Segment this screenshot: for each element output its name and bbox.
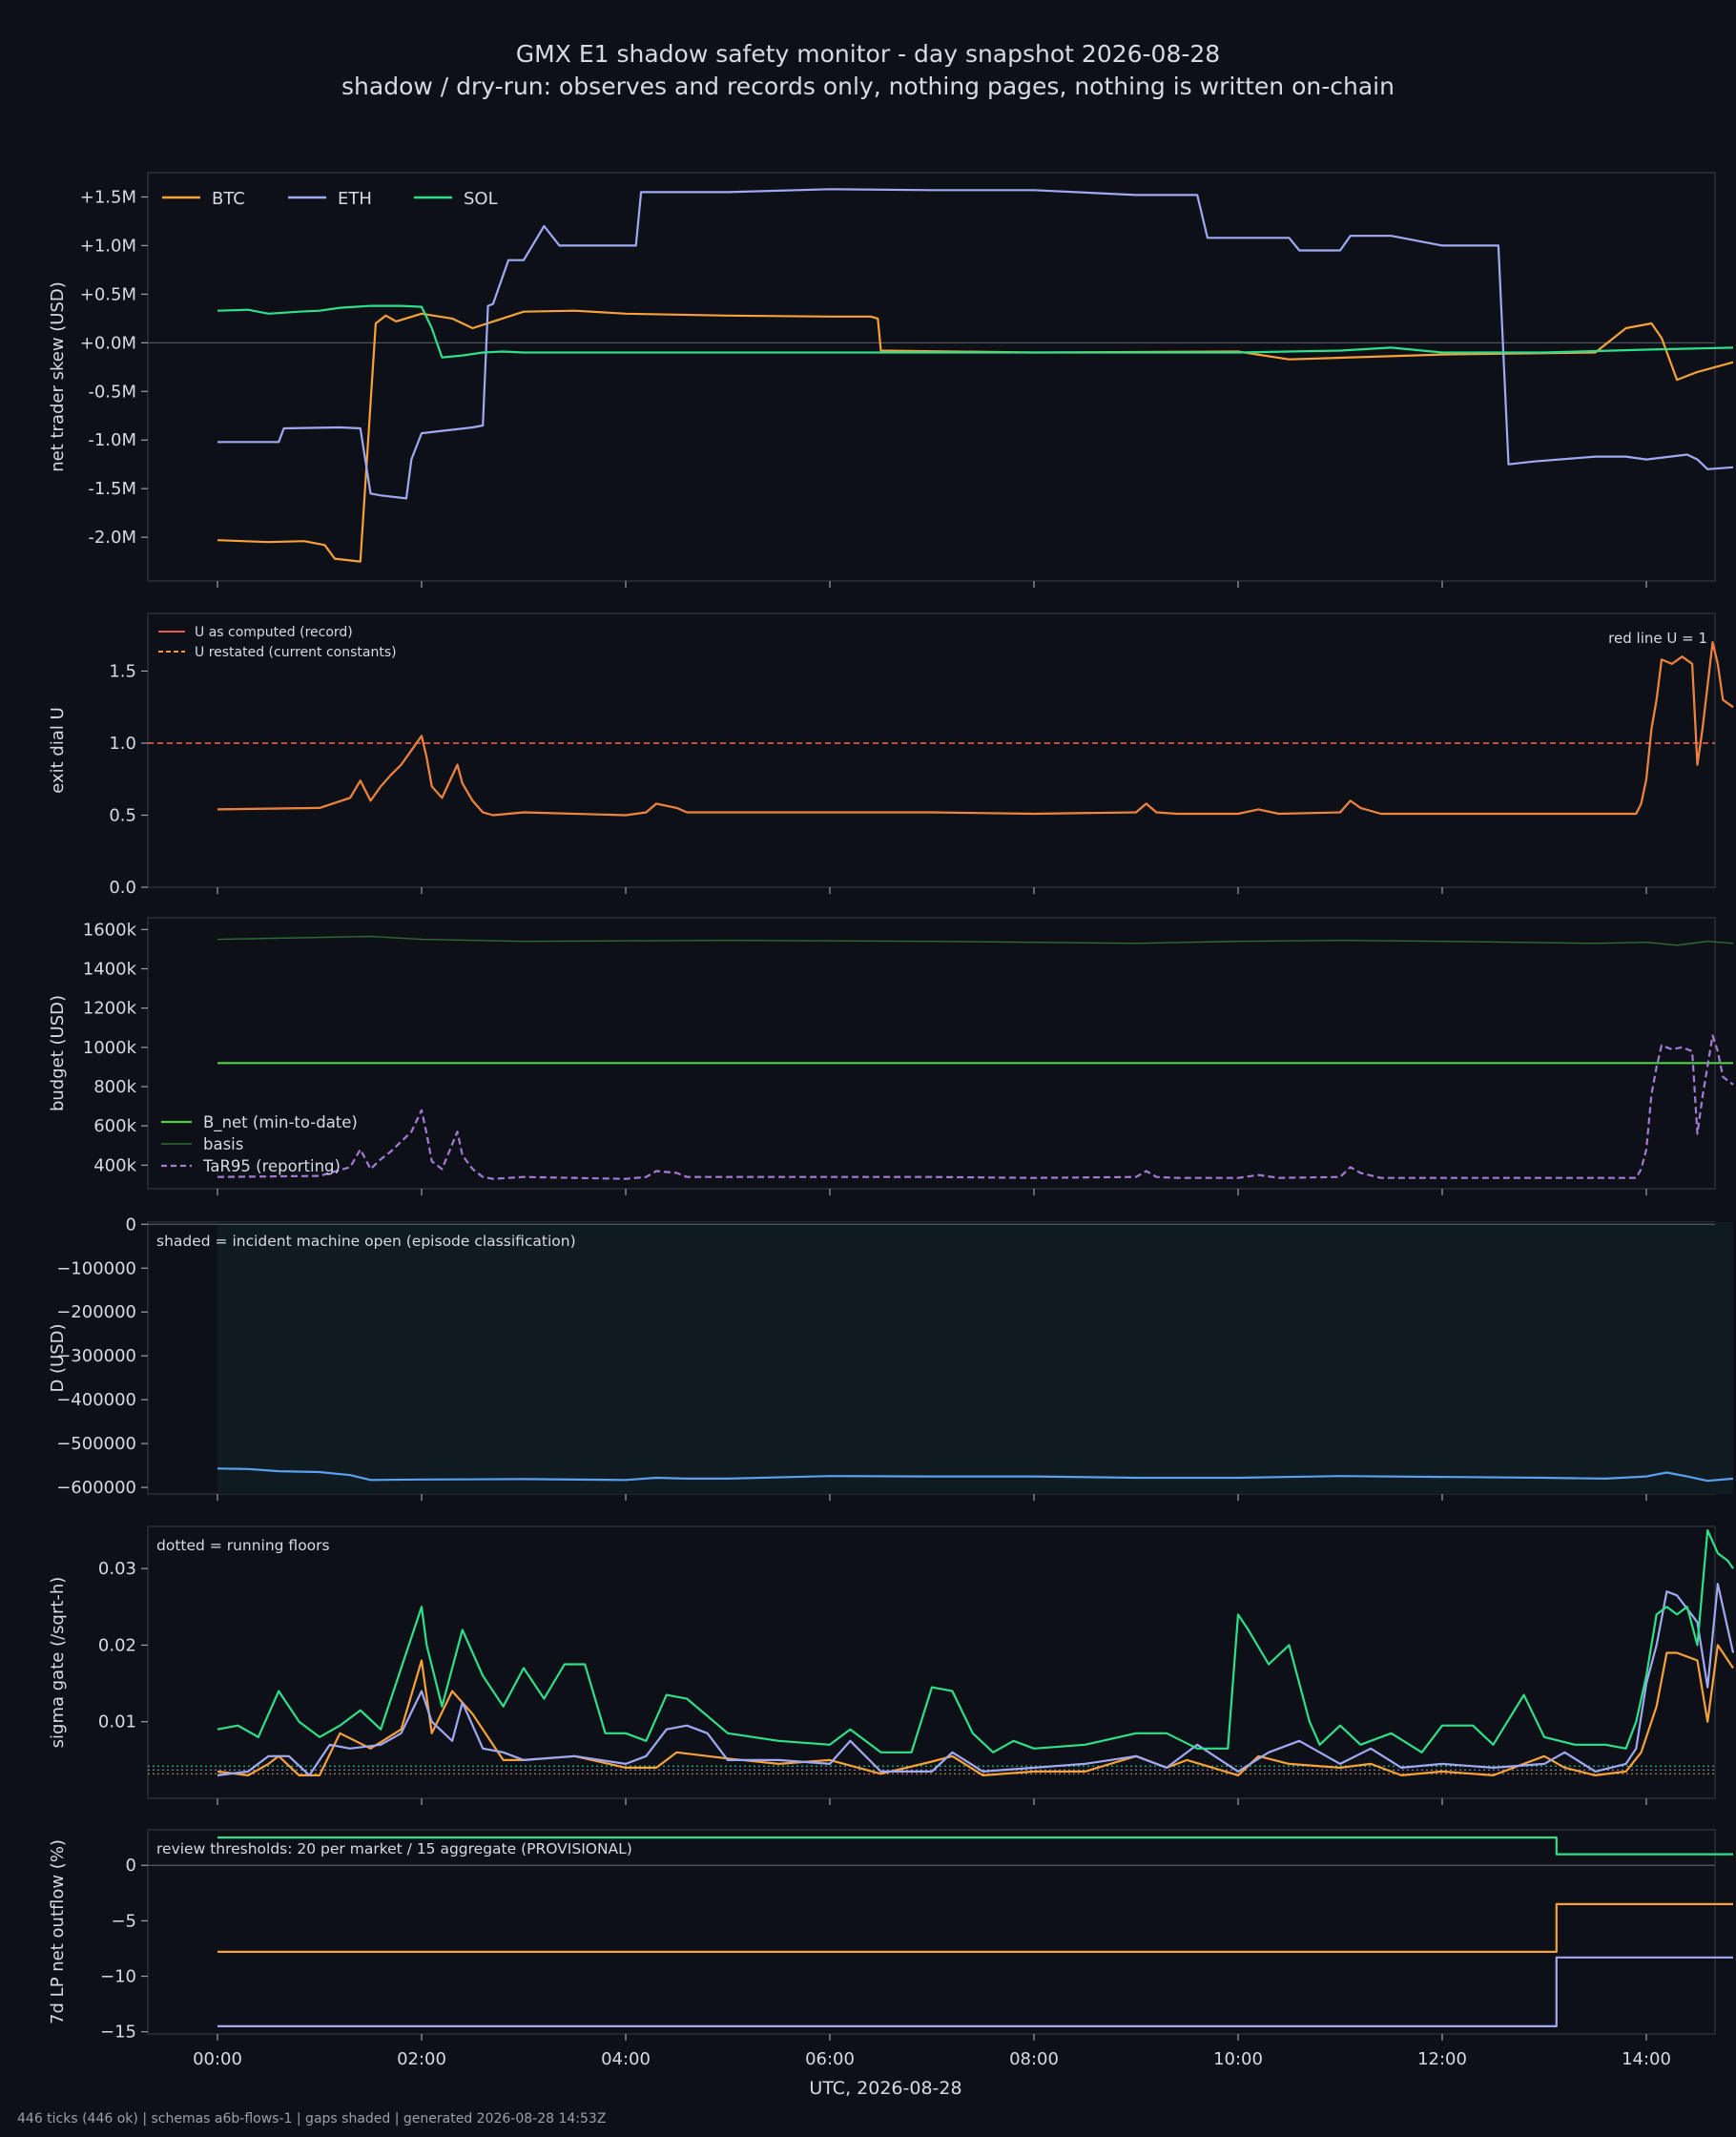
- legend-label: BTC: [212, 189, 245, 209]
- y-tick-label: 0.5: [109, 805, 136, 825]
- y-tick-label: 1400k: [83, 960, 137, 980]
- panel-exit-dial: 0.0 0.5 1.0 1.5 exit dial U red line U = 1 U a…: [48, 612, 1734, 898]
- y-tick-label: −400000: [56, 1390, 136, 1410]
- panel-annotation: dotted = running floors: [156, 1537, 330, 1554]
- panel-frame: [147, 612, 1716, 888]
- y-tick-label: 0: [126, 1856, 136, 1876]
- series-line-d: [217, 1467, 1734, 1483]
- y-axis-label: net trader skew (USD): [48, 281, 68, 472]
- y-tick-label: 0.03: [98, 1559, 136, 1579]
- y-tick-label: -0.5M: [88, 382, 136, 402]
- y-tick-label: 1200k: [83, 999, 137, 1019]
- x-tick-label: 04:00: [601, 2049, 651, 2069]
- y-axis-label: D (USD): [48, 1323, 68, 1392]
- series-line-btc: [217, 1644, 1734, 1776]
- legend-label: basis: [203, 1135, 243, 1153]
- panel-frame: [147, 172, 1716, 582]
- legend-label: U restated (current constants): [195, 645, 397, 660]
- chart-subtitle: shadow / dry-run: observes and records o…: [341, 73, 1395, 100]
- y-tick-label: +0.0M: [80, 333, 136, 353]
- y-tick-label: -2.0M: [88, 528, 136, 548]
- series-line-basis: [217, 935, 1734, 946]
- series-line-eth: [217, 1956, 1733, 2027]
- series-line-btc: [217, 309, 1734, 563]
- y-tick-label: −5: [111, 1911, 136, 1931]
- y-tick-label: 0.01: [98, 1712, 136, 1732]
- y-tick-label: −200000: [56, 1302, 136, 1322]
- title-block: GMX E1 shadow safety monitor - day snaps…: [0, 38, 1736, 103]
- series-line-u-computed: [217, 642, 1734, 817]
- y-tick-label: 1600k: [83, 920, 137, 940]
- y-tick-label: −100000: [56, 1258, 136, 1278]
- y-tick-label: 600k: [93, 1116, 136, 1136]
- y-tick-label: 0: [126, 1214, 136, 1234]
- series-line-eth: [217, 188, 1734, 500]
- panel-lp-outflow: 0 −5 −10 −15 7d LP net outflow (%) review thr…: [48, 1829, 1733, 2099]
- y-tick-label: 0.0: [109, 878, 136, 898]
- series-line-tar95-reporting-: [217, 1034, 1734, 1180]
- x-tick-label: 08:00: [1009, 2049, 1059, 2069]
- panel-frame: [147, 1829, 1716, 2035]
- y-tick-label: +1.0M: [80, 236, 136, 256]
- series-line-sol: [217, 1836, 1733, 1856]
- x-tick-label: 12:00: [1417, 2049, 1467, 2069]
- panel-skew: +1.5M +1.0M +0.5M +0.0M -0.5M -1.0M -1.5M -2.0M…: [48, 172, 1734, 588]
- y-tick-label: 0.02: [98, 1635, 136, 1655]
- y-tick-label: -1.0M: [88, 430, 136, 450]
- series-line-sol: [217, 1528, 1734, 1753]
- panel-d: 0 −100000 −200000 −300000 −400000 −500000 −600…: [48, 1214, 1734, 1501]
- panel-budget: 400k 600k 800k 1000k 1200k 1400k 1600k budget (…: [48, 917, 1734, 1195]
- y-tick-label: 400k: [93, 1155, 136, 1175]
- y-tick-label: 800k: [93, 1077, 136, 1097]
- x-tick-label: 00:00: [193, 2049, 242, 2069]
- series-line-btc: [217, 1902, 1733, 1953]
- panel-annotation: review thresholds: 20 per market / 15 ag…: [156, 1840, 632, 1857]
- incident-shade: [217, 1222, 1733, 1494]
- legend-label: ETH: [338, 189, 372, 209]
- x-tick-label: 06:00: [805, 2049, 855, 2069]
- x-tick-label: 02:00: [397, 2049, 446, 2069]
- y-tick-label: 1.0: [109, 734, 136, 754]
- y-axis-label: 7d LP net outflow (%): [48, 1839, 68, 2024]
- panel-sigma: 0.01 0.02 0.03 sigma gate (/sqrt-h) dotted =…: [48, 1525, 1735, 1805]
- x-tick-label: 14:00: [1622, 2049, 1671, 2069]
- footer-status: 446 ticks (446 ok) | schemas a6b-flows-1…: [17, 2111, 607, 2127]
- y-tick-label: 1.5: [109, 661, 136, 681]
- panel-frame: [147, 1525, 1716, 1799]
- x-tick-label: 10:00: [1213, 2049, 1263, 2069]
- panel-annotation: shaded = incident machine open (episode …: [156, 1233, 576, 1250]
- legend-label: B_net (min-to-date): [203, 1113, 358, 1132]
- y-axis-label: budget (USD): [48, 995, 68, 1111]
- y-tick-label: -1.5M: [88, 479, 136, 499]
- legend-label: SOL: [464, 189, 498, 209]
- series-line-sol: [217, 304, 1734, 359]
- threshold-label: red line U = 1: [1608, 630, 1707, 647]
- y-tick-label: −600000: [56, 1478, 136, 1498]
- y-axis-label: exit dial U: [48, 707, 68, 794]
- panel-frame: [147, 917, 1716, 1190]
- y-tick-label: −300000: [56, 1346, 136, 1366]
- legend-label: TaR95 (reporting): [202, 1157, 341, 1175]
- y-tick-label: 1000k: [83, 1038, 137, 1058]
- y-axis-label: sigma gate (/sqrt-h): [48, 1577, 68, 1749]
- legend-label: U as computed (record): [195, 625, 353, 640]
- y-tick-label: −500000: [56, 1434, 136, 1454]
- chart-title: GMX E1 shadow safety monitor - day snaps…: [515, 40, 1221, 68]
- x-axis-label: UTC, 2026-08-28: [809, 2078, 961, 2099]
- y-tick-label: −15: [100, 2023, 136, 2043]
- y-tick-label: +0.5M: [80, 284, 136, 304]
- series-line-eth: [217, 1583, 1735, 1776]
- y-tick-label: −10: [100, 1967, 136, 1987]
- y-tick-label: +1.5M: [80, 187, 136, 207]
